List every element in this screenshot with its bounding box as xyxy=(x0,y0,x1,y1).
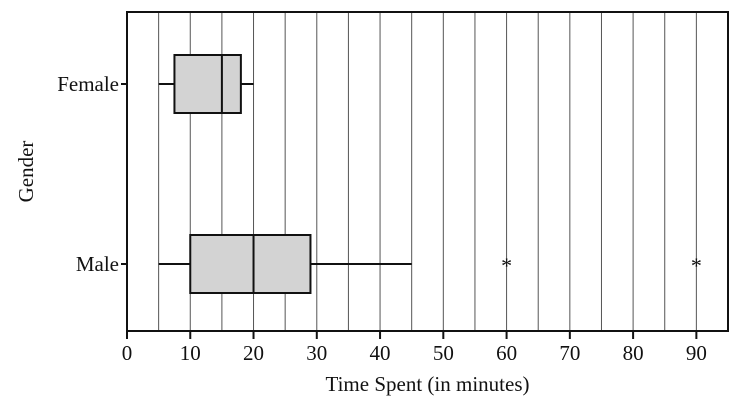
x-tick-label: 90 xyxy=(686,341,707,365)
x-tick-label: 60 xyxy=(496,341,517,365)
x-tick-label: 50 xyxy=(433,341,454,365)
y-axis-title: Gender xyxy=(14,141,38,203)
box-group-male: * * xyxy=(158,234,702,294)
y-axis: Female Male xyxy=(57,72,127,276)
x-tick-label: 80 xyxy=(623,341,644,365)
y-category-label: Male xyxy=(76,252,119,276)
iqr-box xyxy=(173,54,242,114)
y-category-label: Female xyxy=(57,72,119,96)
x-tick-label: 20 xyxy=(243,341,264,365)
grid-lines xyxy=(158,12,697,331)
x-tick-label: 40 xyxy=(370,341,391,365)
box-group-female xyxy=(158,54,254,114)
x-axis-title: Time Spent (in minutes) xyxy=(326,372,530,396)
x-tick-label: 30 xyxy=(306,341,327,365)
boxes: * * xyxy=(158,54,702,294)
plot-frame xyxy=(126,11,729,332)
iqr-box xyxy=(189,234,312,294)
x-tick-label: 10 xyxy=(180,341,201,365)
x-axis: 0 10 20 30 40 50 60 70 80 90 xyxy=(122,331,707,365)
x-tick-label: 0 xyxy=(122,341,133,365)
outlier-marker: * xyxy=(691,253,702,278)
x-tick-label: 70 xyxy=(559,341,580,365)
outlier-marker: * xyxy=(501,253,512,278)
